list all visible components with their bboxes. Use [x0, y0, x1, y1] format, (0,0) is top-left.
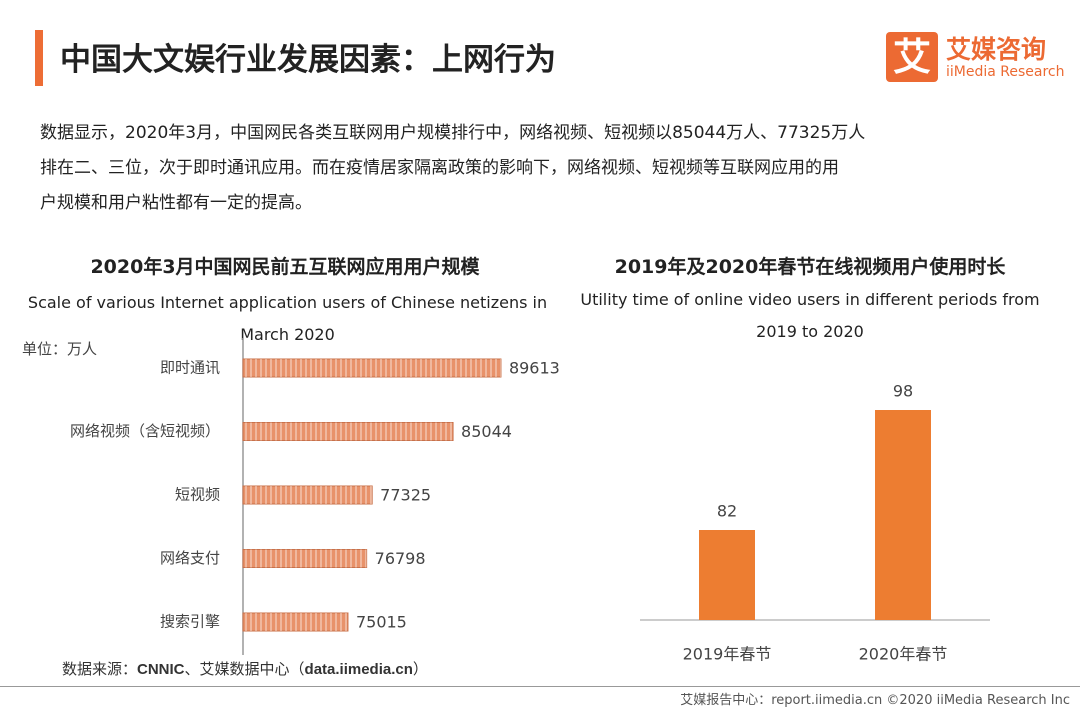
value-label: 85044: [461, 422, 512, 441]
category-label: 网络视频（含短视频）: [70, 422, 220, 440]
logo-cn: 艾媒咨询: [946, 35, 1047, 64]
category-label: 网络支付: [160, 549, 220, 567]
bar: [875, 410, 931, 620]
footer-rule: [0, 686, 1080, 687]
chart-subtitle: Scale of various Internet application us…: [27, 293, 548, 344]
value-label: 82: [717, 502, 737, 521]
bar: [242, 422, 454, 441]
category-label: 2019年春节: [683, 645, 772, 664]
chart-title: 2020年3月中国网民前五互联网应用用户规模: [90, 256, 480, 278]
description-line: 排在二、三位，次于即时通讯应用。而在疫情居家隔离政策的影响下，网络视频、短视频等…: [40, 158, 839, 178]
value-label: 89613: [509, 359, 560, 378]
page-title: 中国大文娱行业发展因素：上网行为: [60, 42, 556, 78]
category-label: 搜索引擎: [160, 613, 220, 631]
source-text: 、艾媒数据中心（: [184, 660, 305, 678]
bar: [699, 530, 755, 620]
category-label: 短视频: [175, 486, 220, 504]
logo-mark: 艾: [886, 32, 938, 82]
description-line: 数据显示，2020年3月，中国网民各类互联网用户规模排行中，网络视频、短视频以8…: [40, 123, 866, 143]
bar-texture: [243, 613, 348, 631]
value-label: 76798: [375, 549, 426, 568]
bar-texture: [243, 422, 454, 441]
source-org: CNNIC: [137, 661, 185, 678]
bar: [242, 485, 373, 505]
chart-title: 2019年及2020年春节在线视频用户使用时长: [614, 256, 1006, 278]
value-label: 77325: [380, 486, 431, 505]
value-label: 98: [893, 382, 913, 401]
bar-texture: [243, 359, 501, 377]
source-text: ）: [412, 660, 428, 678]
title-accent: [35, 30, 43, 86]
value-label: 75015: [356, 613, 407, 632]
category-label: 2020年春节: [859, 645, 948, 664]
bar: [242, 549, 368, 568]
category-label: 即时通讯: [160, 359, 220, 377]
description-line: 户规模和用户粘性都有一定的提高。: [40, 193, 312, 213]
chart-subtitle: Utility time of online video users in di…: [580, 290, 1040, 341]
bar: [242, 612, 349, 632]
source-site: data.iimedia.cn: [304, 661, 413, 678]
unit-label: 单位：万人: [22, 340, 98, 358]
description: 数据显示，2020年3月，中国网民各类互联网用户规模排行中，网络视频、短视频以8…: [40, 116, 865, 221]
source: 数据来源：CNNIC、艾媒数据中心（data.iimedia.cn）: [62, 658, 428, 679]
bar-texture: [243, 486, 373, 504]
source-label: 数据来源：: [62, 660, 138, 678]
bar: [242, 358, 502, 378]
footer: 艾媒报告中心：report.iimedia.cn ©2020 iiMedia R…: [680, 693, 1070, 708]
bar-texture: [243, 549, 367, 568]
logo-en: iiMedia Research: [946, 64, 1065, 80]
